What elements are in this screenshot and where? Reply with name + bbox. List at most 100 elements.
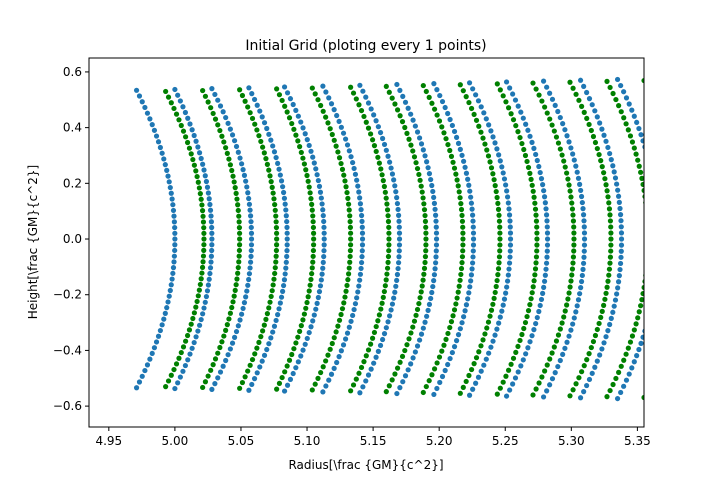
data-point (636, 163, 642, 169)
data-point (491, 177, 497, 183)
data-point (553, 134, 560, 140)
data-point (226, 156, 232, 162)
data-point (547, 116, 553, 122)
data-point (345, 195, 351, 201)
chart-title: Initial Grid (ploting every 1 points) (245, 38, 486, 54)
data-point (308, 324, 314, 330)
data-point (602, 176, 608, 182)
data-point (191, 310, 197, 316)
data-point (581, 242, 588, 248)
data-point (224, 322, 230, 328)
data-point (149, 350, 155, 357)
data-point (347, 248, 354, 254)
data-point (596, 320, 602, 327)
data-point (271, 149, 278, 155)
data-point (459, 152, 465, 158)
data-point (229, 132, 236, 138)
data-point (470, 230, 477, 236)
data-point (348, 318, 354, 324)
data-point (240, 305, 246, 312)
data-point (280, 189, 287, 196)
data-point (426, 301, 433, 308)
data-point (283, 207, 289, 213)
data-point (486, 350, 492, 356)
data-point (471, 111, 477, 118)
data-point (433, 212, 439, 218)
data-point (629, 139, 636, 145)
data-point (325, 120, 331, 126)
data-point (207, 270, 213, 277)
data-point (592, 108, 598, 114)
data-point (621, 357, 627, 363)
data-point (458, 206, 465, 213)
data-point (579, 103, 585, 109)
data-point (172, 236, 178, 242)
data-point (588, 344, 594, 351)
data-point (361, 113, 367, 120)
y-axis-label: Height[\frac {GM}{c^2}] (26, 165, 40, 319)
data-point (431, 391, 437, 398)
data-point (618, 254, 624, 260)
data-point (276, 92, 283, 98)
data-point (442, 104, 448, 111)
data-point (273, 317, 279, 324)
data-point (470, 224, 476, 230)
series-arc-6 (237, 87, 280, 391)
data-point (305, 294, 311, 300)
data-point (361, 359, 367, 365)
data-point (239, 379, 246, 386)
data-point (451, 344, 458, 350)
data-point (347, 259, 353, 265)
data-point (151, 127, 158, 133)
data-point (386, 89, 392, 95)
data-point (223, 357, 229, 364)
data-point (557, 146, 563, 152)
data-point (420, 277, 426, 283)
data-point (601, 132, 607, 138)
data-point (473, 355, 480, 361)
data-point (302, 131, 308, 137)
data-point (530, 284, 536, 290)
data-point (287, 376, 294, 382)
data-point (538, 296, 545, 303)
data-point (249, 115, 256, 122)
data-point (562, 345, 568, 351)
data-point (603, 334, 609, 340)
data-point (223, 327, 229, 333)
data-point (412, 123, 418, 129)
data-point (608, 248, 614, 254)
data-point (518, 363, 524, 369)
data-point (261, 120, 268, 126)
data-point (560, 351, 566, 358)
data-point (307, 190, 313, 196)
data-point (207, 265, 214, 271)
data-point (397, 385, 403, 391)
data-point (172, 224, 178, 231)
data-point (569, 272, 575, 278)
data-point (422, 254, 429, 260)
data-point (505, 272, 511, 278)
data-point (393, 283, 399, 289)
data-point (607, 387, 613, 394)
data-point (470, 218, 476, 224)
data-point (168, 190, 174, 196)
data-point (248, 259, 254, 265)
x-tick-label: 5.05 (228, 434, 255, 448)
data-point (549, 350, 555, 356)
data-point (515, 369, 521, 375)
data-point (272, 270, 278, 277)
data-point (621, 115, 627, 121)
data-point (209, 242, 215, 248)
data-point (568, 194, 574, 200)
data-point (581, 236, 588, 242)
data-point (212, 381, 218, 387)
data-point (568, 278, 574, 284)
data-point (339, 166, 346, 172)
series-arc-9 (281, 84, 327, 394)
data-point (356, 283, 362, 289)
data-point (627, 133, 634, 139)
series-arc-5 (209, 86, 255, 392)
data-point (169, 196, 175, 202)
data-point (604, 284, 610, 290)
data-point (399, 119, 406, 125)
